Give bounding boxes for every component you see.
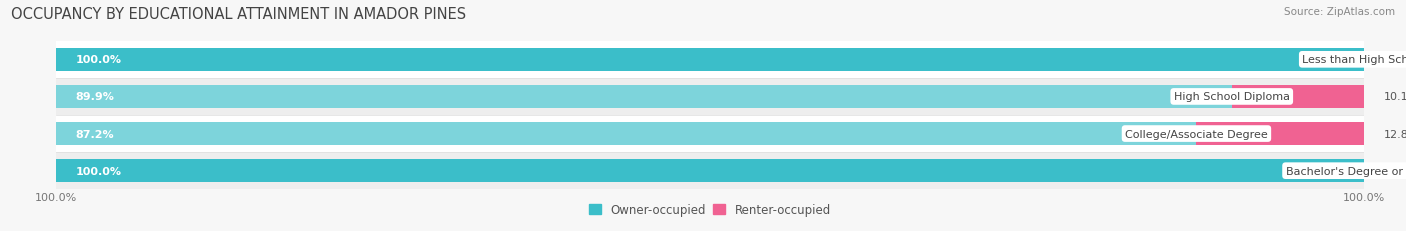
Bar: [56, 159, 1364, 182]
Text: OCCUPANCY BY EDUCATIONAL ATTAINMENT IN AMADOR PINES: OCCUPANCY BY EDUCATIONAL ATTAINMENT IN A…: [11, 7, 467, 22]
Bar: [56, 152, 1364, 189]
Bar: [56, 85, 1232, 109]
Text: High School Diploma: High School Diploma: [1174, 92, 1289, 102]
Bar: [56, 79, 1364, 116]
Text: Bachelor's Degree or higher: Bachelor's Degree or higher: [1285, 166, 1406, 176]
Bar: [1232, 85, 1364, 109]
Text: 100.0%: 100.0%: [76, 55, 122, 65]
Legend: Owner-occupied, Renter-occupied: Owner-occupied, Renter-occupied: [589, 203, 831, 216]
Text: 12.8%: 12.8%: [1384, 129, 1406, 139]
Text: 87.2%: 87.2%: [76, 129, 114, 139]
Text: College/Associate Degree: College/Associate Degree: [1125, 129, 1268, 139]
Text: 0.0%: 0.0%: [1384, 166, 1406, 176]
Text: 89.9%: 89.9%: [76, 92, 115, 102]
Text: Less than High School: Less than High School: [1302, 55, 1406, 65]
Text: Source: ZipAtlas.com: Source: ZipAtlas.com: [1284, 7, 1395, 17]
Bar: [56, 42, 1364, 79]
Text: 100.0%: 100.0%: [76, 166, 122, 176]
Bar: [56, 116, 1364, 152]
Bar: [1197, 122, 1364, 146]
Bar: [56, 122, 1197, 146]
Text: 0.0%: 0.0%: [1384, 55, 1406, 65]
Text: 10.1%: 10.1%: [1384, 92, 1406, 102]
Bar: [56, 49, 1364, 72]
